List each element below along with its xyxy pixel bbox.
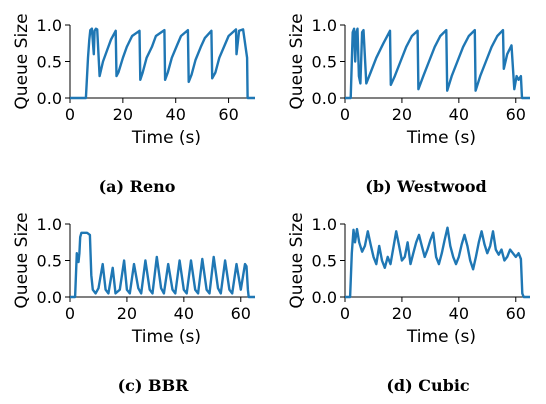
panel-1-y-axis-label: Queue Size — [12, 13, 32, 109]
panel-4-x-axis-label: Time (s) — [406, 327, 476, 347]
panel-2-caption: (b) Westwood — [365, 177, 486, 196]
panel-4-x-tick-label: 40 — [449, 304, 469, 323]
panel-1-x-tick-label: 0 — [65, 105, 75, 124]
panel-2-queue-series-line — [345, 29, 530, 98]
panel-1-x-tick-label: 20 — [113, 105, 133, 124]
panel-4-x-tick-label: 0 — [340, 304, 350, 323]
panel-2-y-tick-label: 1.0 — [312, 16, 337, 35]
panel-3-queue-series-line — [70, 233, 255, 297]
panel-1-y-tick-label: 0.0 — [37, 89, 62, 108]
panel-2-x-axis-label: Time (s) — [406, 128, 476, 148]
panel-2-y-tick-label: 0.0 — [312, 89, 337, 108]
panel-3-y-tick-label: 0.0 — [37, 288, 62, 307]
panel-2-x-tick-label: 20 — [392, 105, 412, 124]
panel-4-caption: (d) Cubic — [386, 376, 470, 395]
panel-2-x-tick-label: 40 — [449, 105, 469, 124]
panel-4-caption-label: (d) — [386, 376, 418, 395]
panel-2-x-tick-label: 0 — [340, 105, 350, 124]
panel-1-y-tick-label: 1.0 — [37, 16, 62, 35]
panel-2-caption-label: (b) — [365, 177, 397, 196]
panel-1-queue-series-line — [70, 29, 255, 98]
panel-1-x-tick-label: 60 — [218, 105, 238, 124]
panel-3-x-tick-label: 40 — [174, 304, 194, 323]
panel-4-x-tick-label: 20 — [392, 304, 412, 323]
panel-1-caption-name: Reno — [130, 177, 176, 196]
panel-4-y-tick-label: 0.0 — [312, 288, 337, 307]
panel-4-y-tick-label: 1.0 — [312, 215, 337, 234]
panel-1-caption-label: (a) — [99, 177, 130, 196]
panel-1-x-axis-label: Time (s) — [131, 128, 201, 148]
panel-2-caption-name: Westwood — [396, 177, 487, 196]
panel-4-x-tick-label: 60 — [506, 304, 526, 323]
panel-3-caption-name: BBR — [148, 376, 189, 395]
panel-1-caption: (a) Reno — [99, 177, 176, 196]
panel-3-x-axis-label: Time (s) — [131, 327, 201, 347]
panel-3-x-tick-label: 60 — [231, 304, 251, 323]
panel-4-caption-name: Cubic — [418, 376, 470, 395]
panel-3-x-tick-label: 20 — [117, 304, 137, 323]
panel-3-y-axis-label: Queue Size — [12, 212, 32, 308]
panel-3-caption: (c) BBR — [118, 376, 190, 395]
panel-3-caption-label: (c) — [118, 376, 148, 395]
panel-3-y-tick-label: 0.5 — [37, 252, 62, 271]
panel-3-x-tick-label: 0 — [65, 304, 75, 323]
panel-1-y-tick-label: 0.5 — [37, 53, 62, 72]
panel-2-y-axis-label: Queue Size — [287, 13, 307, 109]
panel-2-y-tick-label: 0.5 — [312, 53, 337, 72]
panel-3-y-tick-label: 1.0 — [37, 215, 62, 234]
panel-4-queue-series-line — [345, 228, 530, 297]
panel-4-y-tick-label: 0.5 — [312, 252, 337, 271]
panel-2-x-tick-label: 60 — [506, 105, 526, 124]
panel-4-y-axis-label: Queue Size — [287, 212, 307, 308]
panel-1-x-tick-label: 40 — [166, 105, 186, 124]
